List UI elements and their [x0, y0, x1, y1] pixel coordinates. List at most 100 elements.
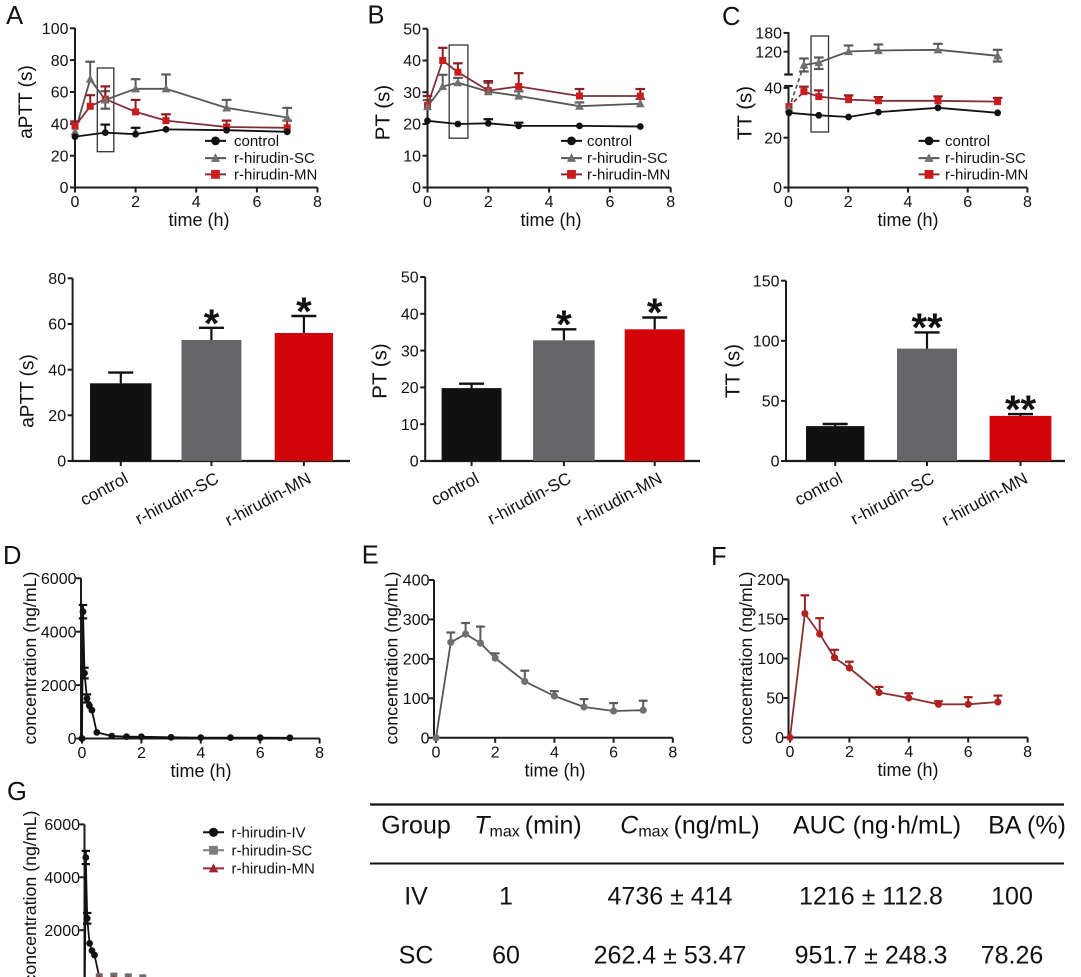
svg-text:4: 4 [904, 744, 913, 761]
svg-text:SC: SC [399, 942, 434, 970]
svg-text:time (h): time (h) [168, 210, 229, 230]
svg-text:2: 2 [844, 194, 853, 211]
svg-text:150: 150 [757, 612, 784, 629]
svg-text:400: 400 [403, 573, 430, 590]
svg-text:8: 8 [315, 745, 324, 762]
svg-text:4000: 4000 [44, 870, 80, 887]
svg-text:*: * [647, 291, 663, 335]
svg-text:TT (s): TT (s) [734, 86, 757, 140]
svg-text:40: 40 [403, 53, 421, 70]
svg-text:100: 100 [757, 651, 784, 668]
svg-text:control: control [945, 133, 990, 150]
svg-text:200: 200 [403, 652, 430, 669]
svg-text:0: 0 [775, 730, 784, 747]
svg-text:r-hirudin-SC: r-hirudin-SC [232, 842, 313, 859]
svg-text:4736 ± 414: 4736 ± 414 [608, 883, 733, 911]
svg-text:30: 30 [403, 85, 421, 102]
svg-text:aPTT (s): aPTT (s) [18, 354, 39, 428]
svg-text:Group: Group [381, 812, 450, 840]
svg-text:r-hirudin-SC: r-hirudin-SC [945, 150, 1026, 167]
svg-text:*: * [556, 303, 572, 347]
svg-text:0: 0 [68, 731, 77, 748]
svg-text:100: 100 [42, 21, 69, 38]
svg-text:time (h): time (h) [524, 760, 585, 780]
svg-text:8: 8 [668, 744, 677, 761]
svg-text:1216 ± 112.8: 1216 ± 112.8 [799, 883, 943, 911]
svg-text:time (h): time (h) [877, 210, 938, 230]
svg-text:time (h): time (h) [170, 761, 231, 781]
svg-text:r-hirudin-MN: r-hirudin-MN [232, 860, 315, 877]
svg-text:6: 6 [964, 744, 973, 761]
svg-text:300: 300 [403, 612, 430, 629]
svg-text:120: 120 [755, 44, 782, 61]
svg-text:6000: 6000 [44, 817, 80, 834]
svg-text:IV: IV [404, 883, 428, 911]
svg-text:0: 0 [78, 745, 87, 762]
svg-text:0: 0 [773, 180, 782, 197]
svg-text:0: 0 [423, 194, 432, 211]
svg-text:**: ** [1005, 388, 1037, 432]
svg-text:B: B [368, 2, 385, 30]
svg-text:8: 8 [1023, 744, 1032, 761]
svg-text:**: ** [911, 306, 943, 350]
svg-text:60: 60 [492, 942, 520, 970]
svg-text:100: 100 [403, 691, 430, 708]
svg-text:time (h): time (h) [877, 760, 938, 780]
svg-text:2000: 2000 [44, 923, 80, 940]
svg-text:0: 0 [71, 194, 80, 211]
svg-text:E: E [362, 542, 379, 570]
svg-text:PT (s): PT (s) [369, 343, 392, 398]
svg-text:100: 100 [991, 883, 1033, 911]
svg-text:6: 6 [252, 194, 261, 211]
svg-text:2: 2 [845, 744, 854, 761]
svg-text:concentration (ng/mL): concentration (ng/mL) [382, 572, 402, 745]
svg-text:*: * [296, 290, 312, 334]
svg-text:concentration (ng/mL): concentration (ng/mL) [736, 572, 756, 745]
svg-text:0: 0 [771, 454, 780, 471]
svg-text:1: 1 [499, 883, 513, 911]
svg-text:80: 80 [48, 271, 66, 288]
svg-text:20: 20 [48, 408, 66, 425]
svg-text:0: 0 [784, 194, 793, 211]
svg-text:6000: 6000 [41, 571, 77, 588]
svg-text:30: 30 [401, 343, 419, 360]
svg-text:PT (s): PT (s) [372, 85, 395, 140]
svg-text:aPTT (s): aPTT (s) [16, 65, 37, 139]
svg-text:r-hirudin-SC: r-hirudin-SC [587, 150, 668, 167]
svg-text:0: 0 [432, 744, 441, 761]
svg-text:D: D [3, 542, 21, 570]
svg-text:0: 0 [421, 731, 430, 748]
svg-text:r-hirudin-MN: r-hirudin-MN [945, 166, 1028, 183]
svg-text:AUC (ng·h/mL): AUC (ng·h/mL) [793, 812, 961, 840]
svg-text:A: A [6, 2, 23, 30]
svg-text:4000: 4000 [41, 624, 77, 641]
svg-text:50: 50 [403, 21, 421, 38]
svg-text:r-hirudin-IV: r-hirudin-IV [232, 824, 306, 841]
svg-text:0: 0 [412, 180, 421, 197]
svg-text:2: 2 [484, 194, 493, 211]
svg-text:6: 6 [256, 745, 265, 762]
svg-text:4: 4 [550, 744, 559, 761]
svg-text:C: C [722, 3, 740, 31]
svg-text:r-hirudin-MN: r-hirudin-MN [234, 166, 317, 183]
svg-text:10: 10 [401, 417, 419, 434]
svg-text:2: 2 [137, 745, 146, 762]
svg-text:50: 50 [766, 691, 784, 708]
svg-text:40: 40 [764, 81, 782, 98]
svg-text:0: 0 [786, 744, 795, 761]
svg-text:40: 40 [51, 117, 69, 134]
svg-text:4: 4 [545, 194, 554, 211]
svg-text:4: 4 [904, 194, 913, 211]
svg-text:BA (%): BA (%) [988, 812, 1066, 840]
svg-text:262.4 ± 53.47: 262.4 ± 53.47 [594, 942, 747, 970]
svg-text:r-hirudin-SC: r-hirudin-SC [234, 150, 315, 167]
svg-text:6: 6 [609, 744, 618, 761]
svg-text:8: 8 [666, 194, 675, 211]
svg-text:20: 20 [51, 148, 69, 165]
svg-text:0: 0 [410, 454, 419, 471]
svg-text:6: 6 [963, 194, 972, 211]
svg-text:40: 40 [401, 307, 419, 324]
svg-text:951.7 ± 248.3: 951.7 ± 248.3 [795, 942, 948, 970]
svg-text:concentration (ng/mL): concentration (ng/mL) [20, 811, 40, 977]
svg-text:Cmax (ng/mL): Cmax (ng/mL) [620, 812, 759, 841]
